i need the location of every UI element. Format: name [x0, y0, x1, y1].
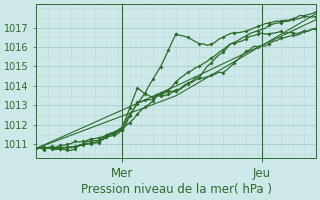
X-axis label: Pression niveau de la mer( hPa ): Pression niveau de la mer( hPa )	[81, 183, 272, 196]
